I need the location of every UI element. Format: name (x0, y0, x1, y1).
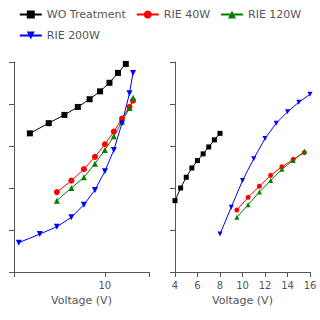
svg-text:8: 8 (217, 280, 223, 291)
svg-text:Voltage (V): Voltage (V) (212, 294, 273, 307)
svg-text:RIE 120W: RIE 120W (248, 8, 301, 21)
svg-text:Voltage (V): Voltage (V) (51, 294, 112, 307)
svg-text:6: 6 (194, 280, 200, 291)
svg-text:WO Treatment: WO Treatment (47, 8, 127, 21)
svg-text:10: 10 (98, 280, 111, 291)
svg-text:12: 12 (259, 280, 272, 291)
svg-text:RIE 40W: RIE 40W (164, 8, 210, 21)
svg-text:10: 10 (236, 280, 249, 291)
svg-text:16: 16 (304, 280, 317, 291)
svg-text:14: 14 (281, 280, 294, 291)
svg-text:4: 4 (172, 280, 178, 291)
svg-text:RIE 200W: RIE 200W (47, 29, 100, 42)
